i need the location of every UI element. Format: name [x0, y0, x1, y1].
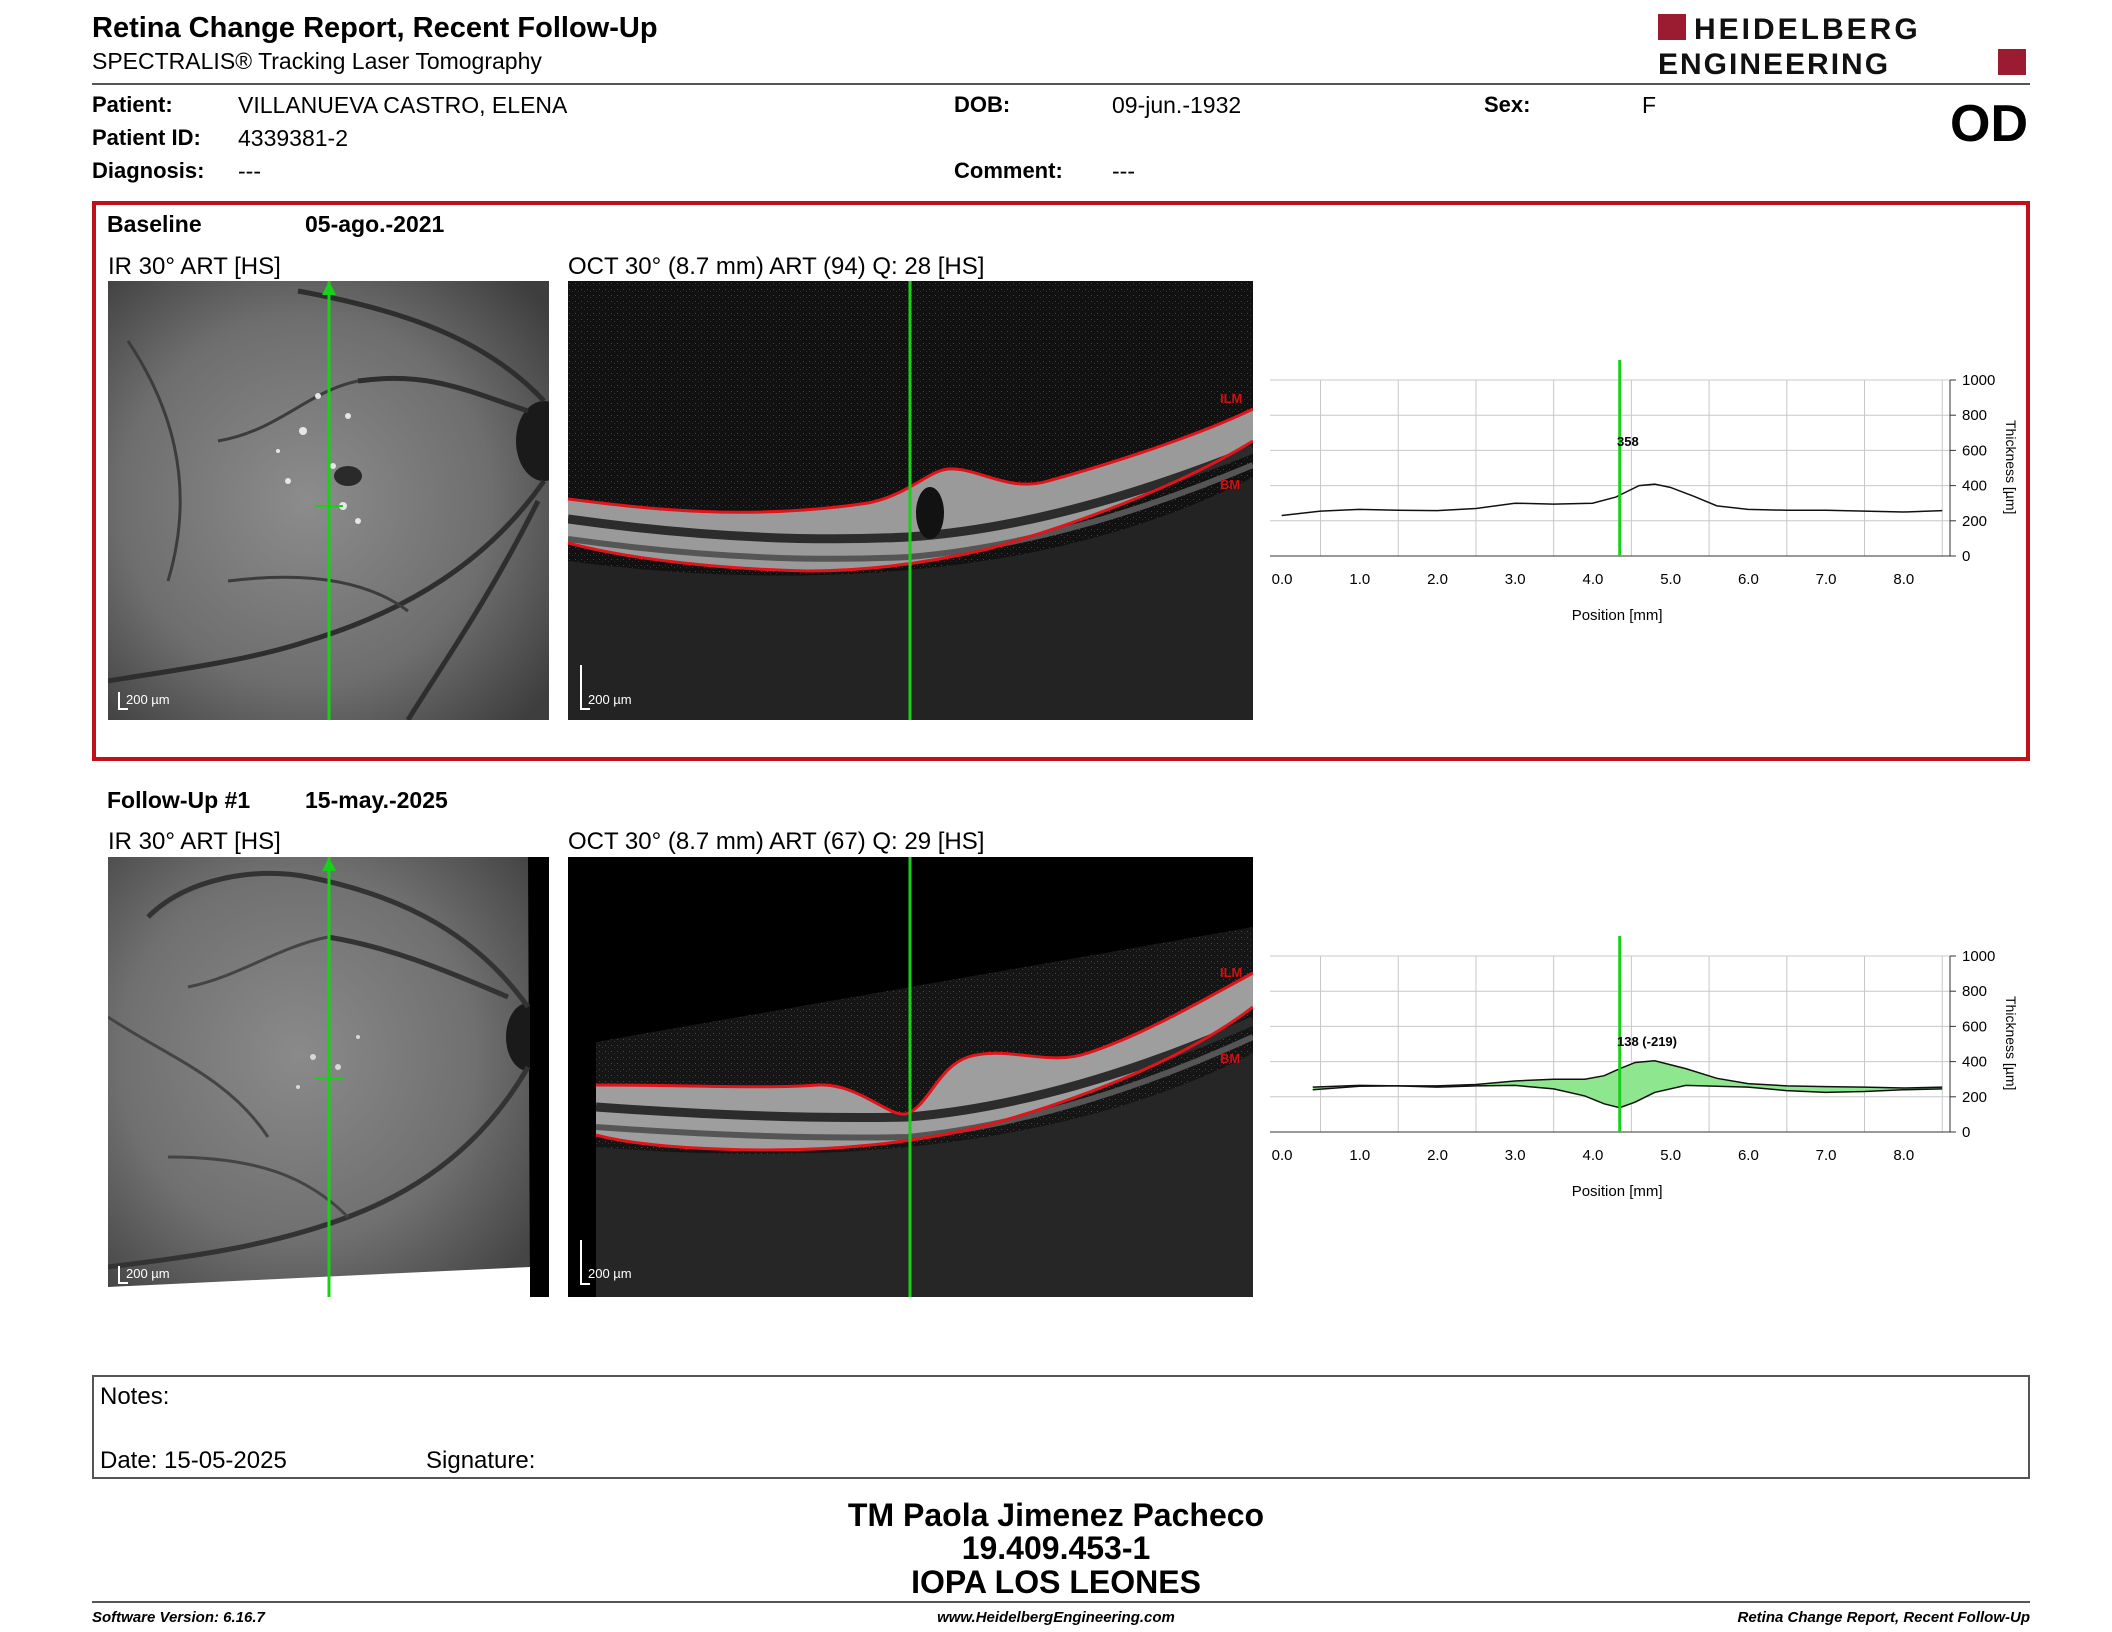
baseline-chart-ytick-label: 0: [1962, 548, 1970, 565]
sex-value: F: [1642, 92, 1657, 118]
followup-label: Follow-Up #1: [107, 787, 251, 813]
notes-box: Notes: Date: 15-05-2025 Signature:: [92, 1375, 2030, 1479]
followup-date: 15-may.-2025: [305, 787, 448, 813]
followup-chart-ytick-label: 800: [1962, 983, 1987, 1000]
notes-date: Date: 15-05-2025: [100, 1447, 287, 1474]
followup-ilm-label: ILM: [1220, 965, 1242, 980]
baseline-frame: [92, 201, 2030, 761]
footer-website[interactable]: www.HeidelbergEngineering.com: [937, 1609, 1175, 1626]
report-title: Retina Change Report, Recent Follow-Up: [92, 12, 658, 44]
signatory-name: TM Paola Jimenez Pacheco: [847, 1497, 1265, 1533]
baseline-ir-image: [108, 281, 549, 720]
baseline-chart-xtick-label: 3.0: [1505, 571, 1526, 588]
followup-chart-ytick-label: 200: [1962, 1089, 1987, 1106]
baseline-chart-xlabel: Position [mm]: [1572, 607, 1663, 624]
baseline-ilm-label: ILM: [1220, 391, 1242, 406]
baseline-chart-ytick-label: 600: [1962, 442, 1987, 459]
baseline-chart-ytick-label: 200: [1962, 513, 1987, 530]
baseline-chart-xtick-label: 6.0: [1738, 571, 1759, 588]
patient-id: 4339381-2: [238, 125, 348, 151]
followup-chart-series-line-1: [1312, 1059, 1943, 1091]
report-subtitle: SPECTRALIS® Tracking Laser Tomography: [92, 48, 542, 74]
signature-label: Signature:: [426, 1447, 536, 1474]
patient-name: VILLANUEVA CASTRO, ELENA: [238, 92, 568, 118]
followup-chart-xtick-label: 0.0: [1272, 1147, 1293, 1164]
followup-ir-title: IR 30° ART [HS]: [108, 828, 281, 855]
baseline-oct-scale-bar: [580, 665, 590, 710]
baseline-chart-xtick-label: 1.0: [1349, 571, 1370, 588]
baseline-chart-xtick-label: 0.0: [1272, 571, 1293, 588]
baseline-label: Baseline: [107, 211, 202, 237]
baseline-date: 05-ago.-2021: [305, 211, 445, 237]
baseline-chart-xtick-label: 4.0: [1583, 571, 1604, 588]
patient-label: Patient:: [92, 92, 173, 117]
baseline-chart-ylabel: Thickness [µm]: [2003, 420, 2019, 514]
comment-value: ---: [1112, 158, 1135, 184]
diagnosis-label: Diagnosis:: [92, 158, 205, 183]
followup-chart-difference-area: [1312, 1060, 1943, 1108]
baseline-chart-xtick-label: 5.0: [1660, 571, 1681, 588]
baseline-chart-ytick-label: 800: [1962, 407, 1987, 424]
baseline-chart-ytick-label: 400: [1962, 478, 1987, 495]
followup-chart-series-line-0: [1312, 1084, 1943, 1109]
followup-chart-xtick-label: 1.0: [1349, 1147, 1370, 1164]
followup-chart-ytick-label: 600: [1962, 1018, 1987, 1035]
followup-oct-scale: 200 µm: [588, 1266, 632, 1281]
followup-chart-xtick-label: 7.0: [1816, 1147, 1837, 1164]
baseline-chart-xtick-label: 7.0: [1816, 571, 1837, 588]
followup-thickness-chart: 0 200 400 600 800 1000 0.0 1.0 2.0 3.0 4.0 5.0 6.0 7.…: [1262, 936, 2022, 1216]
baseline-chart-series-line-0: [1281, 483, 1943, 517]
signatory-org: IOPA LOS LEONES: [911, 1564, 1201, 1600]
baseline-oct-title: OCT 30° (8.7 mm) ART (94) Q: 28 [HS]: [568, 253, 985, 280]
logo-line2: ENGINEERING: [1658, 48, 1890, 78]
baseline-oct-image: ILM BM: [568, 281, 1253, 720]
dob-value: 09-jun.-1932: [1112, 92, 1242, 118]
footer-report-name: Retina Change Report, Recent Follow-Up: [1737, 1609, 2030, 1626]
baseline-marker-label: 358: [1617, 434, 1639, 449]
followup-marker-label: 138 (-219): [1617, 1034, 1677, 1049]
followup-chart-ytick-label: 1000: [1962, 948, 1995, 965]
followup-chart-xtick-label: 6.0: [1738, 1147, 1759, 1164]
header-divider: [92, 83, 2030, 85]
comment-label: Comment:: [954, 158, 1063, 183]
followup-chart-xtick-label: 5.0: [1660, 1147, 1681, 1164]
followup-chart-xtick-label: 8.0: [1893, 1147, 1914, 1164]
baseline-bm-label: BM: [1220, 477, 1240, 492]
baseline-chart-xtick-label: 2.0: [1427, 571, 1448, 588]
followup-chart-ytick-label: 0: [1962, 1124, 1970, 1141]
followup-chart-xtick-label: 2.0: [1427, 1147, 1448, 1164]
followup-chart-ytick-label: 400: [1962, 1054, 1987, 1071]
footer-software: Software Version: 6.16.7: [92, 1609, 265, 1626]
followup-ir-image: [108, 857, 549, 1297]
sex-label: Sex:: [1484, 92, 1531, 117]
dob-label: DOB:: [954, 92, 1011, 117]
baseline-thickness-chart: 0 200 400 600 800 1000 0.0 1.0 2.0 3.0 4.0 5.0 6.0 7.…: [1262, 360, 2022, 640]
followup-chart-ylabel: Thickness [µm]: [2003, 996, 2019, 1090]
followup-chart-xtick-label: 3.0: [1505, 1147, 1526, 1164]
patient-id-label: Patient ID:: [92, 125, 201, 150]
followup-chart-xlabel: Position [mm]: [1572, 1183, 1663, 1200]
baseline-ir-scale: 200 µm: [126, 692, 170, 707]
signatory-id: 19.409.453-1: [961, 1530, 1151, 1566]
followup-oct-scale-bar: [580, 1240, 590, 1285]
followup-oct-image: ILM BM: [568, 857, 1253, 1297]
followup-bm-label: BM: [1220, 1051, 1240, 1066]
notes-label: Notes:: [100, 1383, 170, 1410]
followup-oct-title: OCT 30° (8.7 mm) ART (67) Q: 29 [HS]: [568, 828, 985, 855]
baseline-chart-xtick-label: 8.0: [1893, 571, 1914, 588]
logo-line1: HEIDELBERG: [1694, 13, 1921, 46]
baseline-ir-title: IR 30° ART [HS]: [108, 253, 281, 280]
eye-indicator: OD: [1950, 95, 2028, 153]
followup-ir-scale-bar: [118, 1266, 128, 1284]
baseline-oct-scale: 200 µm: [588, 692, 632, 707]
footer-divider: [92, 1601, 2030, 1603]
followup-ir-scale: 200 µm: [126, 1266, 170, 1281]
baseline-ir-scale-bar: [118, 692, 128, 710]
heidelberg-logo: HEIDELBERG ENGINEERING: [1658, 12, 2028, 81]
diagnosis-value: ---: [238, 158, 261, 184]
baseline-chart-ytick-label: 1000: [1962, 372, 1995, 389]
followup-chart-xtick-label: 4.0: [1583, 1147, 1604, 1164]
